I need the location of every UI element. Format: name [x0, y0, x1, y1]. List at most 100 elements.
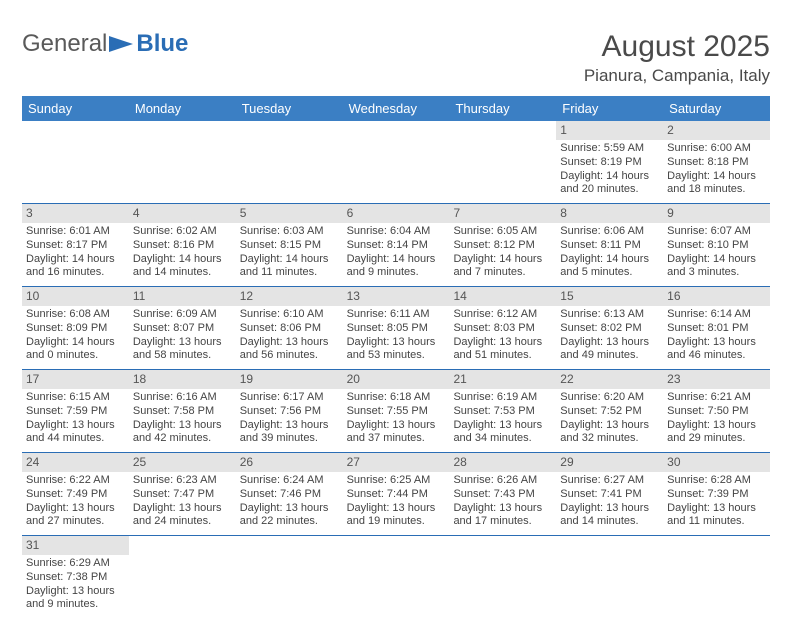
day-body [343, 555, 450, 563]
calendar-cell: 29Sunrise: 6:27 AMSunset: 7:41 PMDayligh… [556, 453, 663, 535]
calendar-cell [449, 121, 556, 203]
day-info-line: Daylight: 14 hours and 11 minutes. [240, 253, 339, 281]
calendar-cell: 6Sunrise: 6:04 AMSunset: 8:14 PMDaylight… [343, 204, 450, 286]
calendar-cell [129, 121, 236, 203]
calendar-cell: 2Sunrise: 6:00 AMSunset: 8:18 PMDaylight… [663, 121, 770, 203]
day-body: Sunrise: 6:29 AMSunset: 7:38 PMDaylight:… [22, 555, 129, 618]
calendar-cell: 15Sunrise: 6:13 AMSunset: 8:02 PMDayligh… [556, 287, 663, 369]
day-number [129, 536, 236, 555]
day-info-line: Daylight: 13 hours and 11 minutes. [667, 502, 766, 530]
day-body: Sunrise: 6:01 AMSunset: 8:17 PMDaylight:… [22, 223, 129, 286]
day-number [22, 121, 129, 140]
day-body [556, 555, 663, 563]
day-info-line: Daylight: 13 hours and 32 minutes. [560, 419, 659, 447]
title-block: August 2025 Pianura, Campania, Italy [584, 30, 770, 86]
day-body: Sunrise: 6:07 AMSunset: 8:10 PMDaylight:… [663, 223, 770, 286]
day-info-line: Daylight: 14 hours and 14 minutes. [133, 253, 232, 281]
day-body: Sunrise: 6:02 AMSunset: 8:16 PMDaylight:… [129, 223, 236, 286]
day-number: 11 [129, 287, 236, 306]
day-info-line: Daylight: 13 hours and 37 minutes. [347, 419, 446, 447]
day-info-line: Daylight: 14 hours and 5 minutes. [560, 253, 659, 281]
day-info-line: Sunset: 8:09 PM [26, 322, 125, 336]
day-info-line: Sunrise: 6:16 AM [133, 391, 232, 405]
day-info-line: Daylight: 13 hours and 51 minutes. [453, 336, 552, 364]
day-body: Sunrise: 6:19 AMSunset: 7:53 PMDaylight:… [449, 389, 556, 452]
calendar-cell: 9Sunrise: 6:07 AMSunset: 8:10 PMDaylight… [663, 204, 770, 286]
day-info-line: Sunrise: 6:11 AM [347, 308, 446, 322]
day-info-line: Sunrise: 6:06 AM [560, 225, 659, 239]
day-info-line: Daylight: 13 hours and 44 minutes. [26, 419, 125, 447]
day-info-line: Daylight: 13 hours and 58 minutes. [133, 336, 232, 364]
weekday-header: SundayMondayTuesdayWednesdayThursdayFrid… [22, 96, 770, 121]
day-number [129, 121, 236, 140]
day-info-line: Daylight: 14 hours and 7 minutes. [453, 253, 552, 281]
day-info-line: Sunrise: 6:28 AM [667, 474, 766, 488]
day-body [449, 140, 556, 148]
day-number: 29 [556, 453, 663, 472]
calendar-cell: 17Sunrise: 6:15 AMSunset: 7:59 PMDayligh… [22, 370, 129, 452]
calendar-cell: 7Sunrise: 6:05 AMSunset: 8:12 PMDaylight… [449, 204, 556, 286]
day-info-line: Daylight: 13 hours and 24 minutes. [133, 502, 232, 530]
day-info-line: Daylight: 13 hours and 39 minutes. [240, 419, 339, 447]
logo: General Blue [22, 30, 188, 58]
day-info-line: Sunrise: 6:27 AM [560, 474, 659, 488]
day-number: 2 [663, 121, 770, 140]
day-info-line: Sunrise: 6:09 AM [133, 308, 232, 322]
day-body: Sunrise: 6:26 AMSunset: 7:43 PMDaylight:… [449, 472, 556, 535]
calendar-cell: 30Sunrise: 6:28 AMSunset: 7:39 PMDayligh… [663, 453, 770, 535]
day-number [236, 536, 343, 555]
day-number: 12 [236, 287, 343, 306]
day-info-line: Sunset: 7:52 PM [560, 405, 659, 419]
day-info-line: Sunset: 8:19 PM [560, 156, 659, 170]
day-body: Sunrise: 6:14 AMSunset: 8:01 PMDaylight:… [663, 306, 770, 369]
day-number: 14 [449, 287, 556, 306]
day-body: Sunrise: 5:59 AMSunset: 8:19 PMDaylight:… [556, 140, 663, 203]
day-info-line: Sunset: 7:49 PM [26, 488, 125, 502]
day-body: Sunrise: 6:13 AMSunset: 8:02 PMDaylight:… [556, 306, 663, 369]
day-info-line: Sunset: 7:43 PM [453, 488, 552, 502]
day-info-line: Sunset: 8:03 PM [453, 322, 552, 336]
day-number [236, 121, 343, 140]
day-info-line: Daylight: 13 hours and 14 minutes. [560, 502, 659, 530]
day-info-line: Sunrise: 6:01 AM [26, 225, 125, 239]
day-info-line: Sunset: 8:16 PM [133, 239, 232, 253]
calendar-cell: 19Sunrise: 6:17 AMSunset: 7:56 PMDayligh… [236, 370, 343, 452]
day-number: 9 [663, 204, 770, 223]
day-info-line: Sunset: 8:05 PM [347, 322, 446, 336]
calendar-week: 17Sunrise: 6:15 AMSunset: 7:59 PMDayligh… [22, 370, 770, 453]
day-info-line: Daylight: 14 hours and 0 minutes. [26, 336, 125, 364]
calendar-cell [449, 536, 556, 618]
day-info-line: Sunrise: 6:14 AM [667, 308, 766, 322]
calendar-cell: 13Sunrise: 6:11 AMSunset: 8:05 PMDayligh… [343, 287, 450, 369]
calendar-cell: 21Sunrise: 6:19 AMSunset: 7:53 PMDayligh… [449, 370, 556, 452]
day-number: 31 [22, 536, 129, 555]
calendar-cell [663, 536, 770, 618]
day-info-line: Sunrise: 6:20 AM [560, 391, 659, 405]
weekday-label: Monday [129, 96, 236, 121]
calendar-cell [236, 536, 343, 618]
day-number: 10 [22, 287, 129, 306]
calendar-cell: 10Sunrise: 6:08 AMSunset: 8:09 PMDayligh… [22, 287, 129, 369]
day-body: Sunrise: 6:27 AMSunset: 7:41 PMDaylight:… [556, 472, 663, 535]
day-info-line: Sunset: 8:17 PM [26, 239, 125, 253]
day-body: Sunrise: 6:25 AMSunset: 7:44 PMDaylight:… [343, 472, 450, 535]
weekday-label: Thursday [449, 96, 556, 121]
day-info-line: Daylight: 14 hours and 16 minutes. [26, 253, 125, 281]
calendar-cell: 3Sunrise: 6:01 AMSunset: 8:17 PMDaylight… [22, 204, 129, 286]
day-number: 13 [343, 287, 450, 306]
day-number: 16 [663, 287, 770, 306]
day-info-line: Sunrise: 6:24 AM [240, 474, 339, 488]
day-body: Sunrise: 6:10 AMSunset: 8:06 PMDaylight:… [236, 306, 343, 369]
day-info-line: Sunrise: 6:00 AM [667, 142, 766, 156]
calendar-cell: 31Sunrise: 6:29 AMSunset: 7:38 PMDayligh… [22, 536, 129, 618]
day-body: Sunrise: 6:21 AMSunset: 7:50 PMDaylight:… [663, 389, 770, 452]
day-number: 15 [556, 287, 663, 306]
day-info-line: Sunrise: 6:04 AM [347, 225, 446, 239]
day-info-line: Sunset: 7:47 PM [133, 488, 232, 502]
day-number: 3 [22, 204, 129, 223]
day-body: Sunrise: 6:15 AMSunset: 7:59 PMDaylight:… [22, 389, 129, 452]
day-body [236, 140, 343, 148]
calendar-cell: 5Sunrise: 6:03 AMSunset: 8:15 PMDaylight… [236, 204, 343, 286]
day-number: 18 [129, 370, 236, 389]
calendar-cell: 4Sunrise: 6:02 AMSunset: 8:16 PMDaylight… [129, 204, 236, 286]
